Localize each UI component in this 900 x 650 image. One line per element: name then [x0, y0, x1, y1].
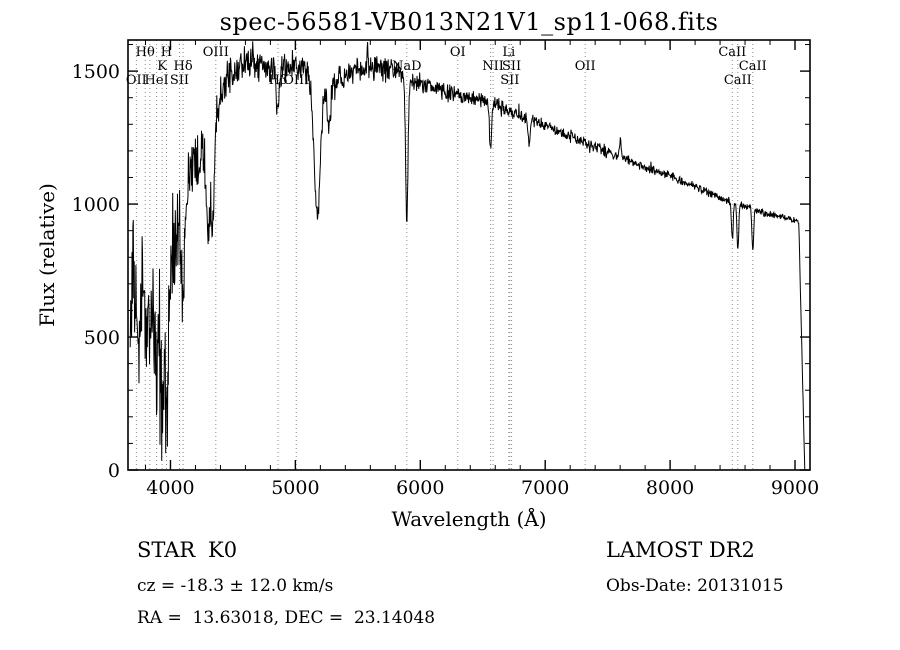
- x-axis-label: Wavelength (Å): [391, 507, 547, 531]
- spectral-line-label: OII: [575, 59, 596, 74]
- spectral-line-label: HeI: [145, 73, 169, 88]
- spectral-line-label: OII: [126, 73, 147, 88]
- spectral-line-label: Hδ: [173, 59, 192, 74]
- spectral-line-label: CaII: [724, 73, 752, 88]
- spectral-line-label: Li: [502, 45, 515, 60]
- spectral-line-label: SII: [500, 73, 519, 88]
- object-class-label: STAR: [137, 538, 196, 562]
- x-tick-label: 9000: [771, 477, 819, 499]
- x-tick-label: 8000: [646, 477, 694, 499]
- spectral-line-label: OIII: [203, 45, 229, 60]
- spectral-line-label: NII: [482, 59, 504, 74]
- cz-value: cz = -18.3 ± 12.0 km/s: [137, 576, 334, 596]
- spectral-line-label: CaII: [739, 59, 767, 74]
- y-tick-label: 500: [84, 327, 120, 349]
- spectral-line-label: Hθ: [136, 45, 155, 60]
- spectrum-line: [129, 41, 807, 471]
- x-tick-label: 4000: [146, 477, 194, 499]
- object-subclass-label: K0: [208, 538, 238, 562]
- plot-frame: [127, 39, 811, 471]
- spectral-line-label: CaII: [718, 45, 746, 60]
- plot-title: spec-56581-VB013N21V1_sp11-068.fits: [219, 8, 719, 36]
- spectral-line-label: OI: [450, 45, 466, 60]
- y-axis-label: Flux (relative): [35, 183, 59, 327]
- spectral-line-label: OIII: [283, 73, 309, 88]
- obs-date-value: Obs-Date: 20131015: [606, 576, 784, 596]
- spectral-line-label: H: [161, 45, 172, 60]
- y-tick-label: 1500: [72, 61, 120, 83]
- y-tick-label: 1000: [72, 194, 120, 216]
- x-tick-label: 6000: [396, 477, 444, 499]
- survey-label: LAMOST DR2: [606, 538, 755, 562]
- spectral-line-label: SII: [502, 59, 521, 74]
- x-tick-label: 5000: [271, 477, 319, 499]
- coordinates-value: RA = 13.63018, DEC = 23.14048: [137, 608, 436, 628]
- y-tick-label: 0: [108, 460, 120, 482]
- spectral-line-label: SII: [170, 73, 189, 88]
- x-tick-label: 7000: [521, 477, 569, 499]
- spectral-line-label: K: [157, 59, 167, 74]
